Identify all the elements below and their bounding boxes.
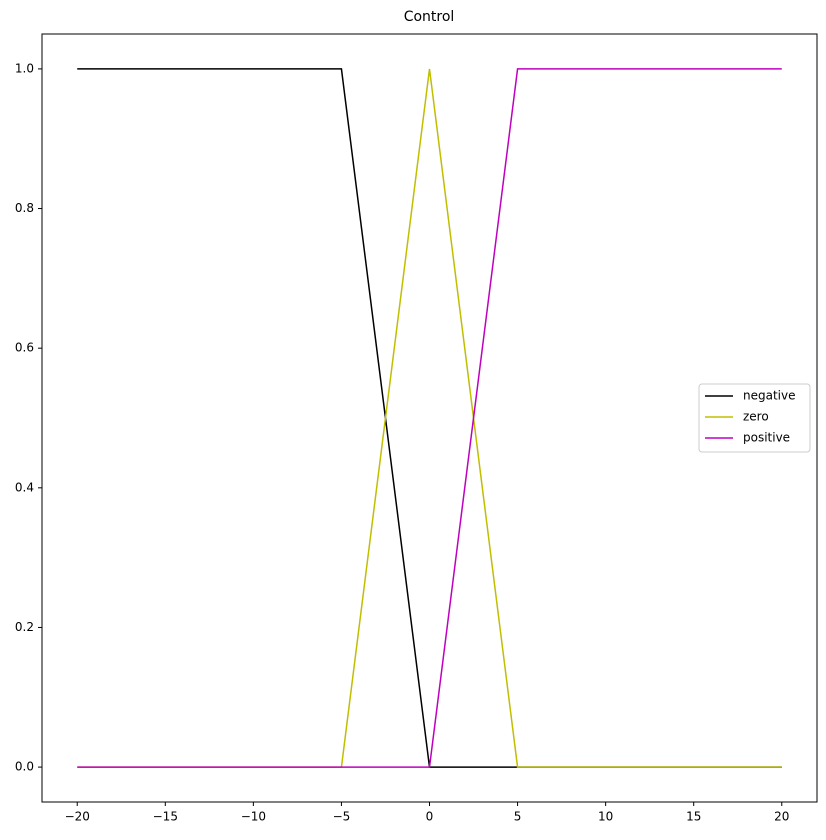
legend-label: negative: [743, 389, 795, 403]
legend-label: positive: [743, 431, 790, 445]
x-tick-label: 15: [686, 810, 701, 824]
legend-label: zero: [743, 410, 769, 424]
x-tick-label: 5: [514, 810, 522, 824]
x-tick-label: −20: [65, 810, 90, 824]
y-tick-label: 0.2: [15, 620, 34, 634]
legend-box: [698, 383, 811, 453]
chart-title: Control: [404, 9, 455, 25]
y-tick-label: 0.4: [15, 480, 34, 494]
y-tick-label: 0.0: [15, 760, 34, 774]
series-line: [77, 68, 782, 768]
y-tick-label: 0.8: [15, 201, 34, 215]
y-tick-label: 1.0: [15, 61, 34, 75]
x-tick-label: 0: [426, 810, 434, 824]
y-tick-label: 0.6: [15, 341, 34, 355]
x-tick-label: 20: [774, 810, 789, 824]
series-line: [77, 68, 782, 768]
x-tick-label: −15: [153, 810, 178, 824]
x-tick-label: 10: [598, 810, 613, 824]
plot-frame: [41, 33, 818, 803]
x-tick-label: −10: [241, 810, 266, 824]
x-tick-label: −5: [333, 810, 351, 824]
series-line: [77, 68, 782, 768]
